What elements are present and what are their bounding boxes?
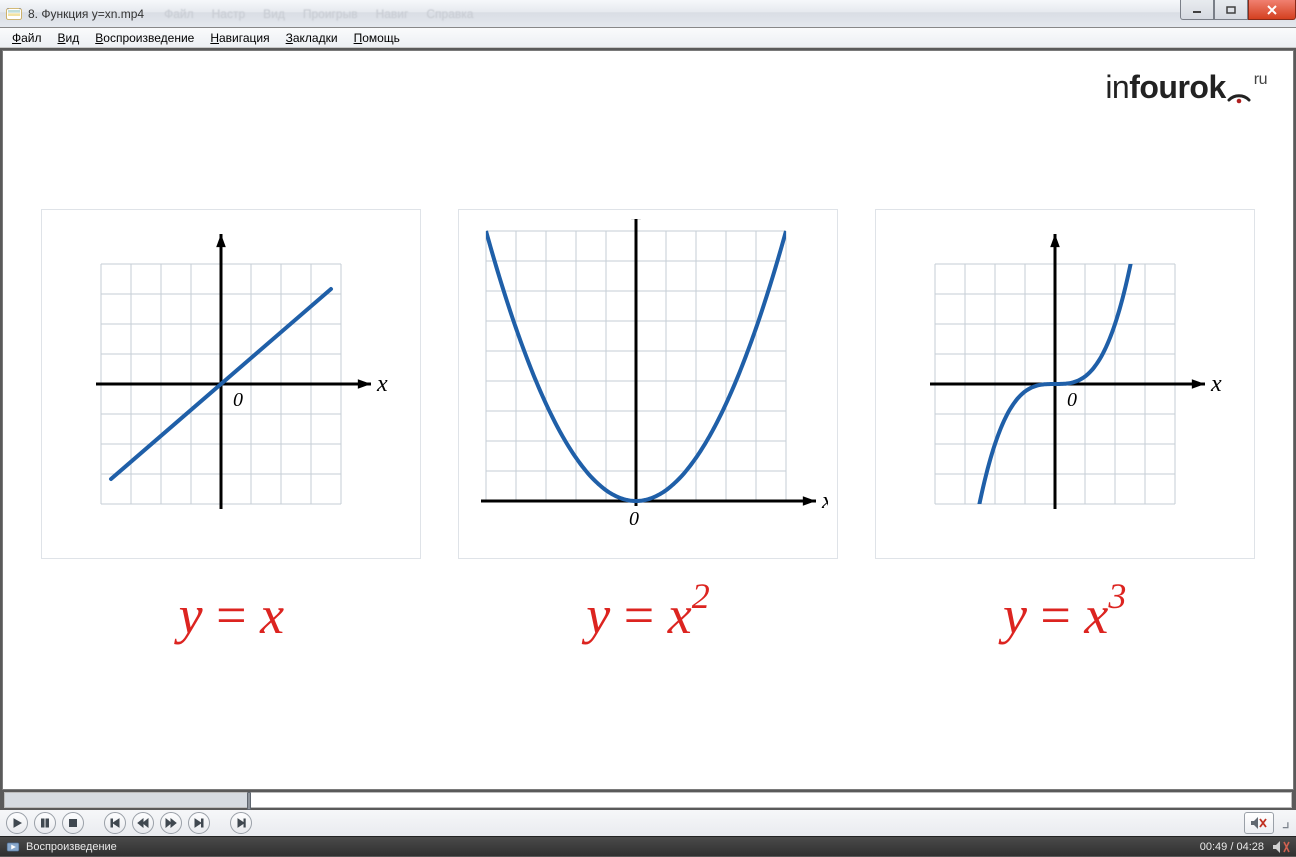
- svg-text:x: x: [376, 371, 388, 397]
- chart-y-equals-x: xy0: [41, 209, 421, 559]
- menu-help[interactable]: Помощь: [348, 30, 406, 46]
- seek-bar[interactable]: [4, 792, 1292, 808]
- svg-text:0: 0: [629, 508, 639, 530]
- svg-text:x: x: [821, 488, 828, 514]
- svg-text:0: 0: [233, 389, 243, 411]
- volume-icon[interactable]: [1272, 840, 1290, 854]
- status-bar: Воспроизведение 00:49 / 04:28: [0, 836, 1296, 856]
- menu-playback[interactable]: Воспроизведение: [89, 30, 200, 46]
- seek-played: [5, 793, 249, 807]
- prev-track-button[interactable]: [104, 812, 126, 834]
- menu-view[interactable]: Вид: [52, 30, 86, 46]
- stop-button[interactable]: [62, 812, 84, 834]
- step-button[interactable]: [230, 812, 252, 834]
- brand-logo: infourokru: [1105, 69, 1265, 106]
- menu-file[interactable]: Файл: [6, 30, 48, 46]
- window-title: 8. Функция y=xn.mp4: [28, 7, 144, 21]
- chart-y-equals-x2: xy0: [458, 209, 838, 559]
- titlebar-ghost-menu: ФайлНастрВидПроигрывНавигСправка: [164, 7, 491, 21]
- chart-y-equals-x3: xy0: [875, 209, 1255, 559]
- mute-button[interactable]: [1244, 812, 1274, 834]
- menu-navigation[interactable]: Навигация: [204, 30, 275, 46]
- next-track-button[interactable]: [188, 812, 210, 834]
- svg-text:0: 0: [1067, 389, 1077, 411]
- close-button[interactable]: [1248, 0, 1296, 20]
- app-icon: [6, 6, 22, 22]
- forward-button[interactable]: [160, 812, 182, 834]
- window-titlebar: 8. Функция y=xn.mp4 ФайлНастрВидПроигрыв…: [0, 0, 1296, 28]
- rewind-button[interactable]: [132, 812, 154, 834]
- video-frame: infourokru xy0 xy0 xy0 y = x y = x2 y = …: [2, 50, 1294, 790]
- formula-2: y = x2: [458, 581, 838, 646]
- maximize-button[interactable]: [1214, 0, 1248, 20]
- formula-3: y = x3: [875, 581, 1255, 646]
- time-display: 00:49 / 04:28: [1200, 841, 1264, 853]
- svg-text:x: x: [1210, 371, 1222, 397]
- menubar: Файл Вид Воспроизведение Навигация Закла…: [0, 28, 1296, 48]
- fullscreen-button[interactable]: ⌟: [1282, 811, 1290, 836]
- seek-handle[interactable]: [247, 792, 251, 810]
- menu-bookmarks[interactable]: Закладки: [280, 30, 344, 46]
- play-button[interactable]: [6, 812, 28, 834]
- status-icon: [6, 840, 20, 854]
- playback-controls: ⌟: [0, 810, 1296, 836]
- pause-button[interactable]: [34, 812, 56, 834]
- formula-1: y = x: [41, 581, 421, 646]
- minimize-button[interactable]: [1180, 0, 1214, 20]
- status-text: Воспроизведение: [26, 841, 117, 853]
